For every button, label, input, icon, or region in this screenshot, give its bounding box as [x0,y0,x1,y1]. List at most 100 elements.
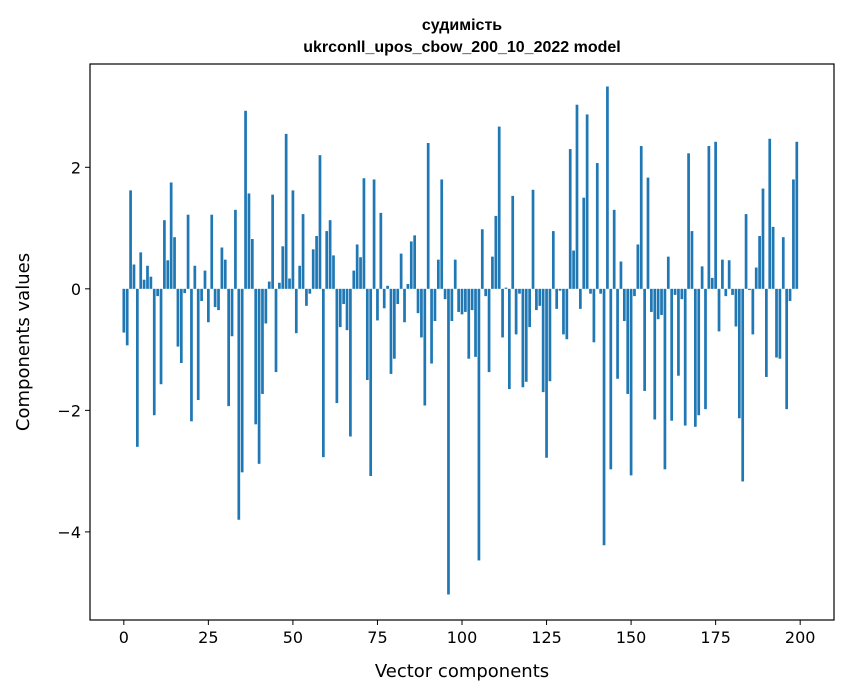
bar [318,155,322,289]
bar [704,288,707,410]
bar [386,285,389,289]
bar [572,250,575,289]
bar [159,288,163,385]
bar [612,209,616,289]
y-tick-label: −2 [57,401,81,420]
bar [409,241,413,289]
bar [707,146,711,289]
bar [217,288,220,311]
bar [443,288,447,300]
bar [575,104,579,289]
bar [328,220,332,289]
bar [636,244,640,289]
bar [653,288,657,420]
bar [342,288,345,305]
bar [633,288,636,297]
bar [758,235,761,289]
bar [616,288,619,379]
bar [416,288,420,314]
bar [619,261,623,289]
bar [775,288,778,358]
bar [744,214,748,289]
bar [565,288,569,340]
bar [250,239,254,289]
bar [646,177,650,289]
bar [203,270,207,289]
bar [169,182,173,289]
bar [284,133,288,289]
bar [230,288,234,337]
bar [504,287,508,289]
x-tick-label: 125 [531,628,562,647]
bar [190,288,193,422]
bar [349,288,352,437]
bar [524,288,528,382]
bar [240,288,244,473]
bar [365,288,369,380]
bar [548,288,552,382]
bar [193,265,197,289]
bar [325,231,329,289]
bar [528,288,531,328]
bar [244,110,247,289]
bar [606,86,609,289]
bar [274,288,278,373]
bar [125,288,129,346]
bar [352,270,356,289]
bar [721,259,724,289]
bar [595,163,599,289]
bar [477,288,481,561]
bar [166,260,170,289]
bar [345,288,349,331]
bar [149,276,153,289]
bar [656,288,660,320]
bar [156,288,159,297]
bar [501,288,504,338]
bar [717,288,721,332]
bar [173,237,176,289]
bar [213,288,217,308]
bar [376,288,379,321]
bar [393,288,396,359]
bar [562,288,565,335]
bar [677,288,680,376]
bar [693,288,697,427]
bar [700,266,704,289]
bar [795,141,799,289]
bar [751,288,755,335]
bar [247,193,251,289]
bar [406,283,410,289]
bar [484,288,488,297]
bar [321,288,325,458]
bar [308,288,312,294]
bar [436,259,440,289]
bar [683,288,687,426]
bar [650,288,653,312]
bar [467,288,471,359]
bar [176,288,180,347]
bar [497,126,501,289]
bar [450,288,454,322]
bar [555,288,559,309]
bar [511,195,515,289]
bar [660,288,663,315]
y-tick-label: −4 [57,523,81,542]
bar [579,288,582,309]
bar [480,229,484,289]
bar [626,288,630,394]
bar [585,114,589,289]
bar [531,189,535,289]
x-tick-label: 200 [785,628,816,647]
y-axis-ticks: −4 −2 0 2 [57,158,90,542]
bar [609,288,613,470]
bar [629,288,633,476]
bar [785,288,789,410]
bar [551,231,555,289]
bar [741,288,745,482]
bar [362,178,366,289]
bar [447,288,450,595]
bar [129,190,132,289]
bar [545,288,548,458]
bar [359,257,362,289]
